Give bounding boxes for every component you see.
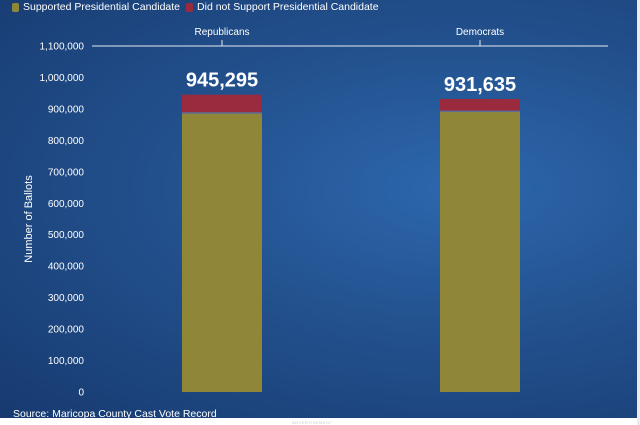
bar-total-label: 945,295 [186, 70, 258, 92]
legend-label-supported: Supported Presidential Candidate [23, 0, 181, 13]
bar-supported [182, 112, 262, 393]
legend-swatch-not-supported [186, 2, 194, 12]
y-axis-title: Number of Ballots [23, 175, 35, 263]
y-tick-label: 100,000 [48, 356, 85, 367]
stacked-bar-chart: 0 100,000 200,000 300,000 400,000 500,000 600,… [23, 27, 608, 399]
legend-label-not-supported: Did not Support Presidential Candidate [197, 0, 379, 13]
bar-supported [440, 111, 520, 393]
y-tick-label: 500,000 [48, 230, 85, 241]
y-tick-label: 300,000 [48, 293, 85, 304]
chart-panel [0, 0, 637, 418]
y-tick-label: 700,000 [48, 167, 85, 178]
y-tick-label: 1,100,000 [40, 42, 85, 53]
page-edge [637, 0, 640, 425]
legend-item-not-supported[interactable]: Did not Support Presidential Candidate [186, 1, 379, 14]
chart-legend: Supported Presidential Candidate Did not… [12, 0, 379, 14]
legend-item-supported[interactable]: Supported Presidential Candidate [12, 1, 180, 14]
category-label: Democrats [456, 27, 504, 38]
y-tick-label: 900,000 [48, 104, 85, 115]
source-note: Source: Maricopa County Cast Vote Record [13, 408, 217, 420]
bar-not-supported [182, 94, 262, 113]
y-tick-label: 0 [78, 388, 84, 399]
footer-advertisement-label: ADVERTISEMENT [292, 420, 333, 425]
bar-total-label: 931,635 [444, 74, 516, 96]
y-tick-label: 400,000 [48, 262, 85, 273]
legend-swatch-supported [12, 2, 19, 12]
y-tick-label: 200,000 [48, 325, 85, 336]
y-tick-label: 800,000 [48, 136, 85, 147]
category-label: Republicans [194, 27, 249, 38]
y-tick-label: 600,000 [48, 199, 85, 210]
bar-not-supported [440, 98, 520, 112]
y-tick-label: 1,000,000 [40, 73, 85, 84]
